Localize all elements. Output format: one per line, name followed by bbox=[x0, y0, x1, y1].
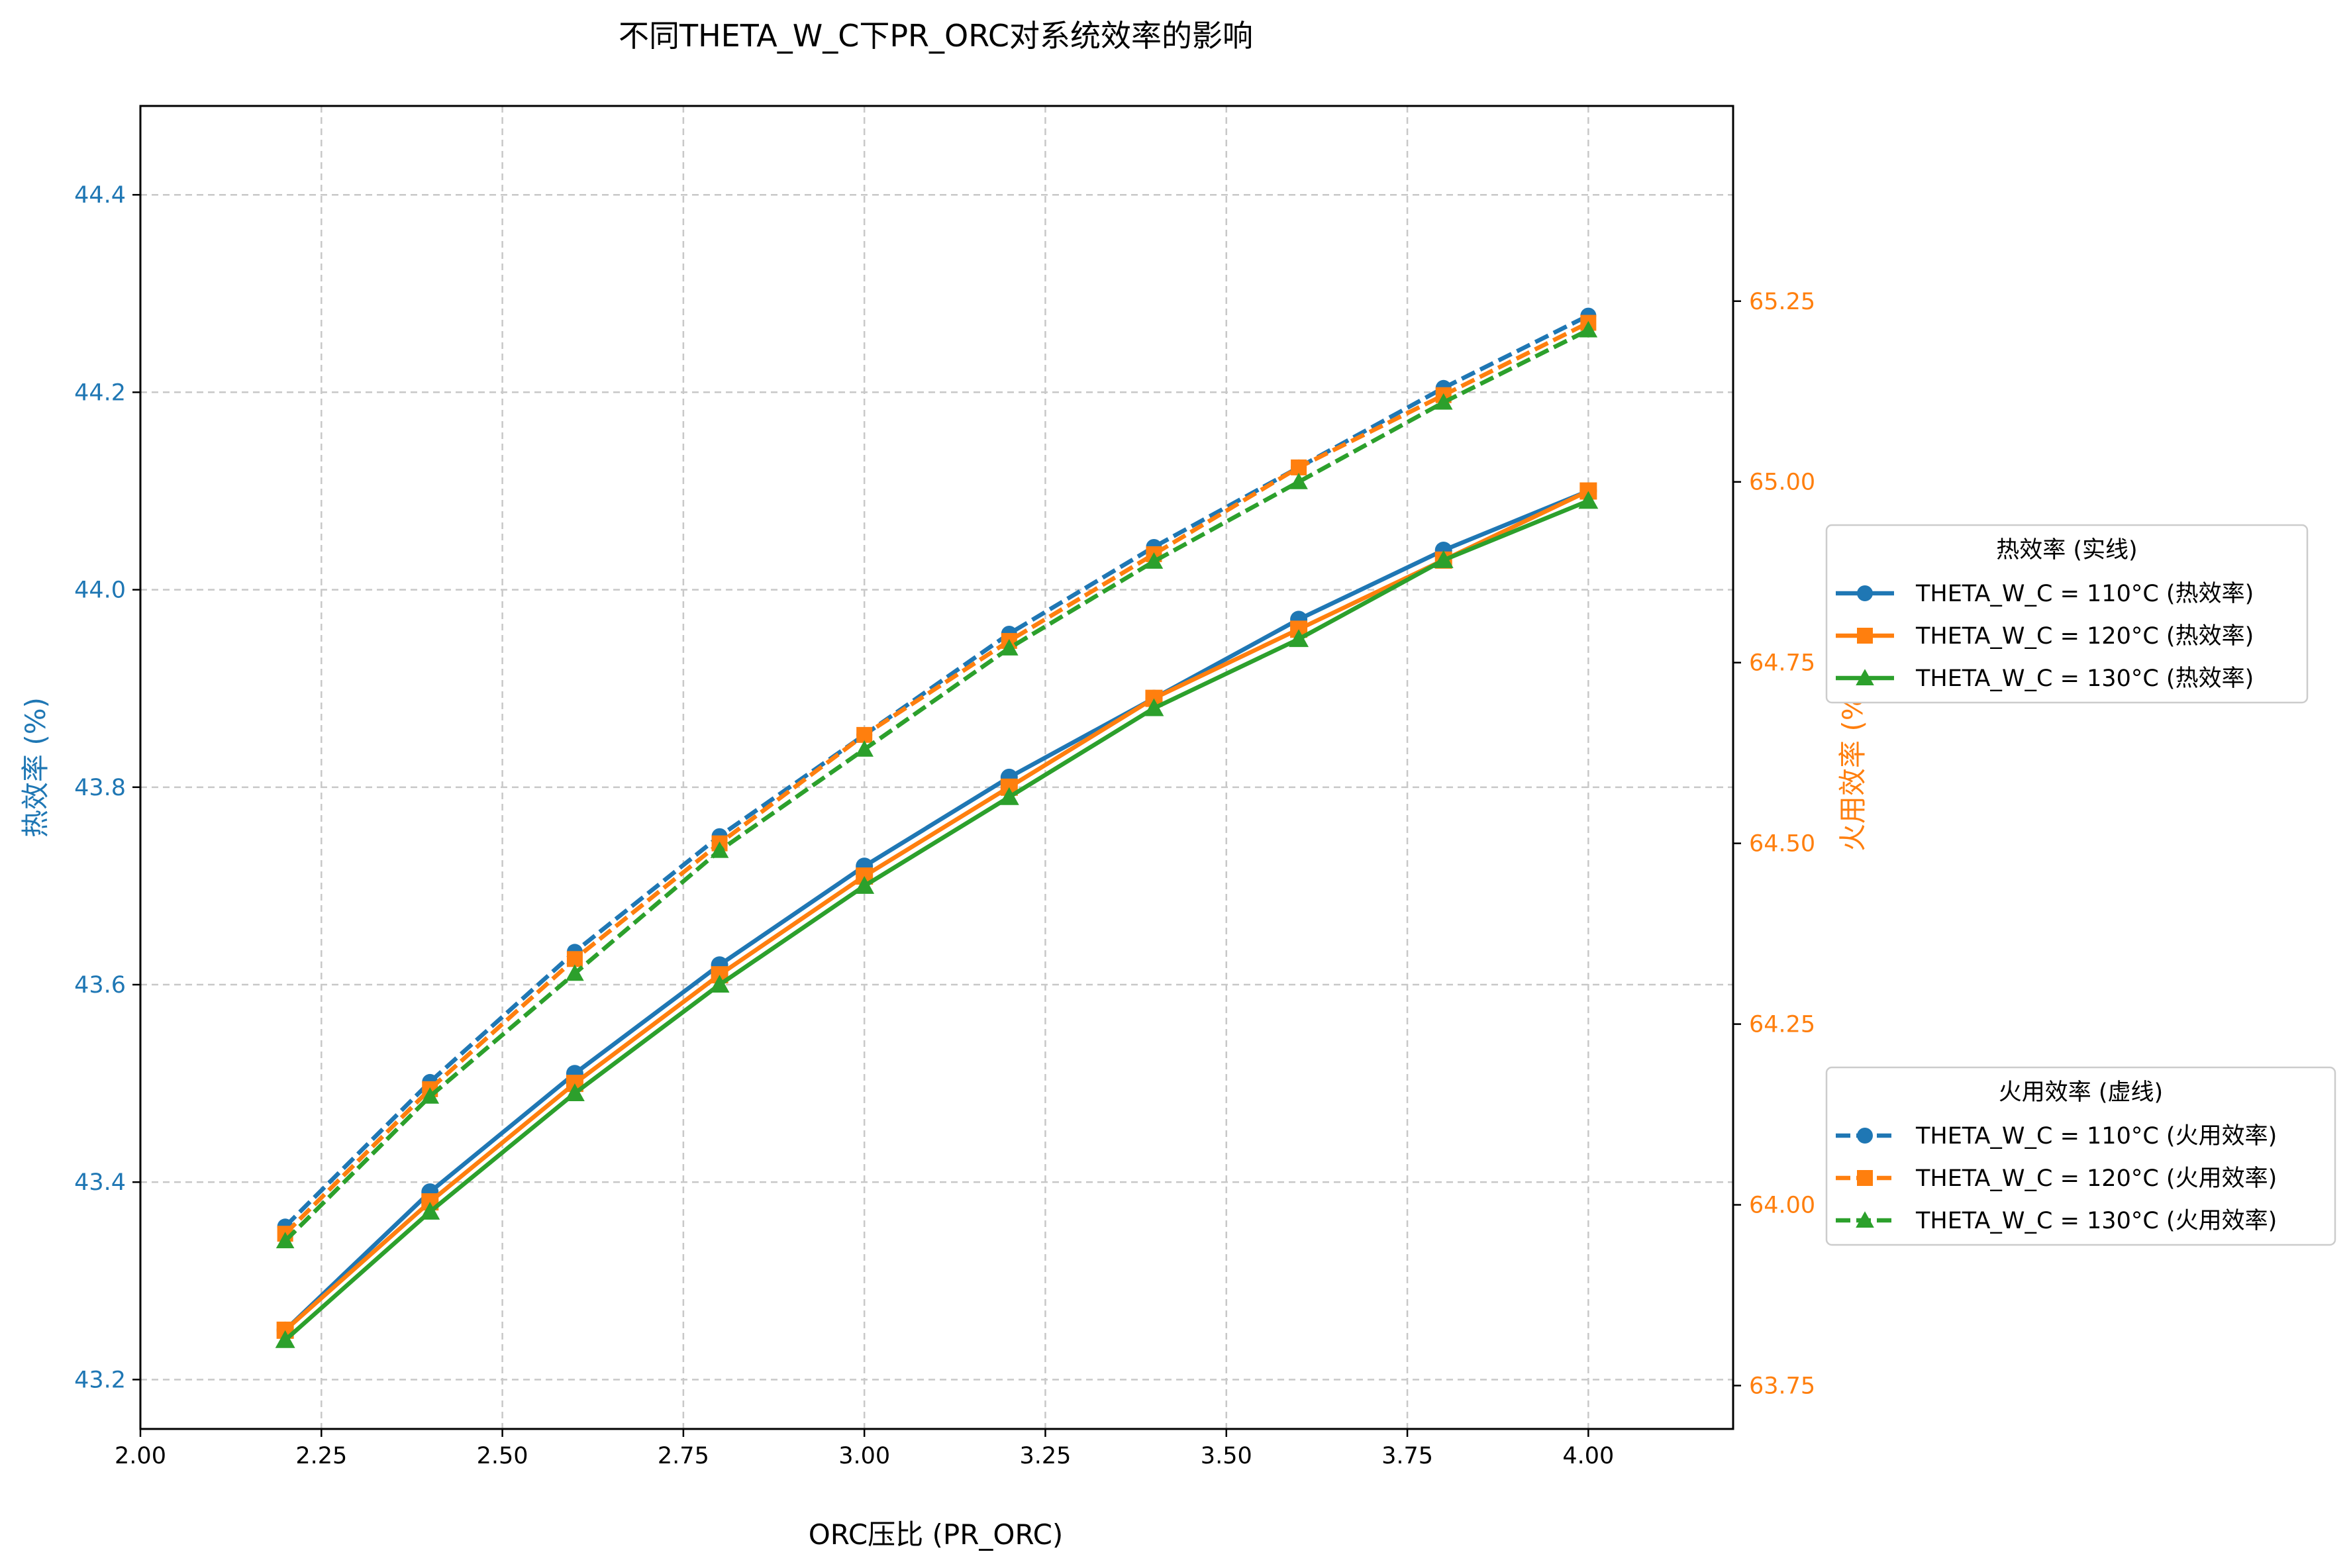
legend-exergy: 火用效率 (虚线) THETA_W_C = 110°C (火用效率) THETA_… bbox=[1825, 1066, 2336, 1246]
exergy-data-point bbox=[1579, 320, 1598, 338]
x-tick-label: 2.00 bbox=[115, 1443, 166, 1469]
exergy-legend-label: THETA_W_C = 110°C (火用效率) bbox=[1915, 1123, 2277, 1150]
thermal-data-point bbox=[275, 1330, 295, 1348]
thermal-legend-marker bbox=[1857, 628, 1873, 644]
left-y-tick-label: 44.0 bbox=[74, 577, 126, 604]
thermal-legend-marker bbox=[1857, 585, 1873, 601]
x-tick-label: 2.50 bbox=[477, 1443, 528, 1469]
left-y-tick-label: 44.4 bbox=[74, 182, 126, 209]
thermal-series-line bbox=[283, 489, 1589, 1332]
left-y-tick-label: 43.8 bbox=[74, 775, 126, 801]
thermal-data-point bbox=[1433, 550, 1454, 568]
right-y-tick-label: 65.25 bbox=[1749, 289, 1815, 315]
plot-frame bbox=[139, 105, 1734, 1430]
thermal-series-line bbox=[283, 499, 1589, 1342]
exergy-legend-marker bbox=[1857, 1170, 1873, 1186]
thermal-data-point bbox=[999, 787, 1019, 805]
exergy-legend-marker bbox=[1856, 1211, 1874, 1228]
x-tick-label: 3.00 bbox=[838, 1443, 890, 1469]
left-y-axis-ticks: 43.2 43.4 43.6 43.8 44.0 44.2 44.4 bbox=[74, 182, 140, 1393]
thermal-legend-label: THETA_W_C = 110°C (热效率) bbox=[1915, 581, 2254, 607]
right-y-tick-label: 64.75 bbox=[1749, 650, 1815, 677]
legend-thermal: 热效率 (实线) THETA_W_C = 110°C (热效率) THETA_W_… bbox=[1825, 524, 2309, 704]
thermal-data-point bbox=[1289, 629, 1309, 648]
exergy-data-point bbox=[856, 726, 873, 743]
left-y-tick-label: 43.4 bbox=[74, 1169, 126, 1196]
left-y-tick-label: 44.2 bbox=[74, 379, 126, 406]
thermal-legend-marker bbox=[1856, 669, 1874, 686]
exergy-data-point bbox=[1144, 552, 1164, 569]
thermal-data-point bbox=[564, 1083, 585, 1102]
thermal-data-point bbox=[1578, 491, 1599, 509]
exergy-data-point bbox=[566, 951, 583, 967]
right-y-tick-label: 64.00 bbox=[1749, 1193, 1815, 1219]
left-y-tick-label: 43.6 bbox=[74, 972, 126, 999]
legend-thermal-frame bbox=[1825, 524, 2309, 704]
exergy-data-point bbox=[1291, 459, 1307, 475]
thermal-series-1 bbox=[276, 482, 1597, 1339]
exergy-series-3 bbox=[275, 320, 1598, 1249]
left-y-axis-label: 热效率 (%) bbox=[19, 697, 52, 838]
right-y-axis-ticks: 63.75 64.00 64.25 64.50 64.75 65.00 65.25 bbox=[1733, 289, 1815, 1399]
exergy-data-point bbox=[1434, 393, 1453, 410]
exergy-legend-label: THETA_W_C = 130°C (火用效率) bbox=[1915, 1208, 2277, 1234]
exergy-series-2 bbox=[277, 315, 1597, 1242]
exergy-data-point bbox=[275, 1232, 295, 1249]
exergy-series-line bbox=[283, 328, 1589, 1243]
x-tick-label: 3.50 bbox=[1201, 1443, 1252, 1469]
thermal-series-3 bbox=[275, 491, 1599, 1348]
left-y-tick-label: 43.2 bbox=[74, 1367, 126, 1393]
x-tick-label: 3.75 bbox=[1381, 1443, 1433, 1469]
right-y-tick-label: 63.75 bbox=[1749, 1373, 1815, 1399]
right-y-axis-label: 火用效率 (%) bbox=[1836, 683, 1869, 852]
x-axis-ticks: 2.00 2.25 2.50 2.75 3.00 3.25 3.50 3.75 4.00 bbox=[115, 1429, 1614, 1469]
thermal-data-point bbox=[1144, 698, 1164, 716]
x-tick-label: 3.25 bbox=[1020, 1443, 1072, 1469]
exergy-data-point bbox=[1289, 472, 1308, 489]
x-tick-label: 2.25 bbox=[295, 1443, 347, 1469]
thermal-legend-label: THETA_W_C = 120°C (热效率) bbox=[1915, 623, 2254, 650]
exergy-series-line bbox=[283, 313, 1589, 1228]
thermal-data-point bbox=[420, 1202, 440, 1220]
thermal-series-line bbox=[283, 489, 1589, 1332]
thermal-data-point bbox=[854, 875, 875, 894]
exergy-series-line bbox=[283, 320, 1589, 1236]
exergy-data-point bbox=[710, 841, 729, 858]
exergy-data-point bbox=[566, 964, 584, 981]
exergy-data-point bbox=[1000, 639, 1019, 656]
legend-thermal-title: 热效率 (实线) bbox=[1996, 537, 2137, 564]
thermal-data-point bbox=[709, 975, 730, 993]
exergy-data-point bbox=[421, 1087, 440, 1104]
x-tick-label: 2.75 bbox=[658, 1443, 709, 1469]
legend-exergy-title: 火用效率 (虚线) bbox=[1999, 1079, 2163, 1106]
exergy-legend-marker bbox=[1857, 1128, 1873, 1144]
right-y-tick-label: 64.25 bbox=[1749, 1012, 1815, 1038]
exergy-legend-label: THETA_W_C = 120°C (火用效率) bbox=[1915, 1165, 2277, 1192]
exergy-series-1 bbox=[277, 307, 1597, 1235]
exergy-data-point bbox=[855, 740, 874, 757]
right-y-tick-label: 65.00 bbox=[1749, 469, 1815, 496]
chart-title: 不同THETA_W_C下PR_ORC对系统效率的影响 bbox=[619, 18, 1253, 54]
x-tick-label: 4.00 bbox=[1562, 1443, 1614, 1469]
legend-exergy-frame bbox=[1825, 1066, 2336, 1246]
thermal-legend-label: THETA_W_C = 130°C (热效率) bbox=[1915, 665, 2254, 692]
grid-lines bbox=[140, 106, 1733, 1429]
series-layer bbox=[275, 307, 1599, 1348]
right-y-tick-label: 64.50 bbox=[1749, 831, 1815, 858]
thermal-series-2 bbox=[276, 482, 1597, 1339]
x-axis-label: ORC压比 (PR_ORC) bbox=[809, 1518, 1064, 1551]
